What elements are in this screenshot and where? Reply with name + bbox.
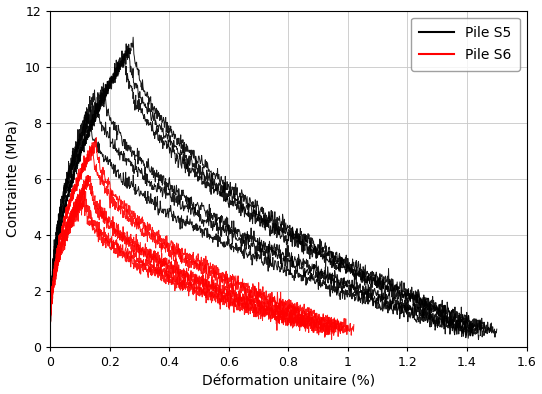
X-axis label: Déformation unitaire (%): Déformation unitaire (%) bbox=[202, 374, 375, 388]
Legend: Pile S5, Pile S6: Pile S5, Pile S6 bbox=[411, 17, 520, 71]
Y-axis label: Contrainte (MPa): Contrainte (MPa) bbox=[5, 120, 20, 237]
